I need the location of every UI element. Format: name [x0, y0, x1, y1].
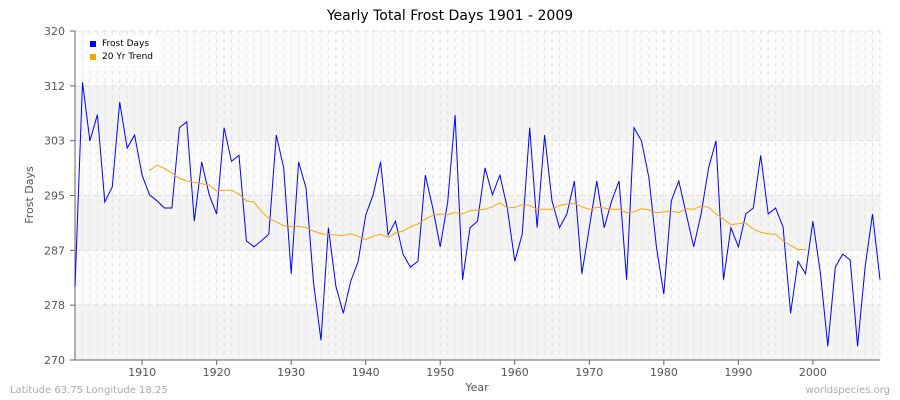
x-tick-label: 1960 — [501, 366, 529, 379]
x-tick-label: 1950 — [426, 366, 454, 379]
legend: Frost Days 20 Yr Trend — [84, 36, 160, 66]
x-axis-label: Year — [464, 381, 489, 394]
x-tick-label: 1980 — [650, 366, 678, 379]
x-tick-label: 1970 — [575, 366, 603, 379]
legend-label: Frost Days — [102, 39, 150, 49]
y-tick-label: 320 — [44, 25, 65, 38]
legend-label: 20 Yr Trend — [102, 52, 154, 62]
x-tick-label: 1920 — [203, 366, 231, 379]
y-tick-label: 303 — [44, 135, 65, 148]
coordinates-caption: Latitude 63.75 Longitude 18.25 — [10, 385, 168, 396]
x-tick-label: 1940 — [352, 366, 380, 379]
source-caption: worldspecies.org — [805, 385, 890, 396]
chart-title: Yearly Total Frost Days 1901 - 2009 — [326, 8, 574, 24]
x-tick-label: 1930 — [277, 366, 305, 379]
frost-days-line — [74, 82, 881, 347]
y-axis-label: Frost Days — [23, 166, 36, 224]
trend-line — [149, 164, 806, 250]
y-tick-label: 295 — [44, 190, 65, 203]
legend-swatch-orange — [90, 53, 96, 60]
x-tick-label: 1990 — [724, 366, 752, 379]
y-tick-label: 270 — [44, 354, 65, 367]
x-tick-label: 1910 — [128, 366, 156, 379]
y-tick-label: 312 — [44, 80, 65, 93]
legend-item-trend: 20 Yr Trend — [90, 51, 153, 64]
y-tick-label: 287 — [44, 244, 65, 257]
y-tick-label: 278 — [44, 299, 65, 312]
legend-item-frost-days: Frost Days — [90, 38, 153, 51]
legend-swatch-blue — [90, 40, 96, 47]
x-tick-label: 2000 — [799, 366, 827, 379]
